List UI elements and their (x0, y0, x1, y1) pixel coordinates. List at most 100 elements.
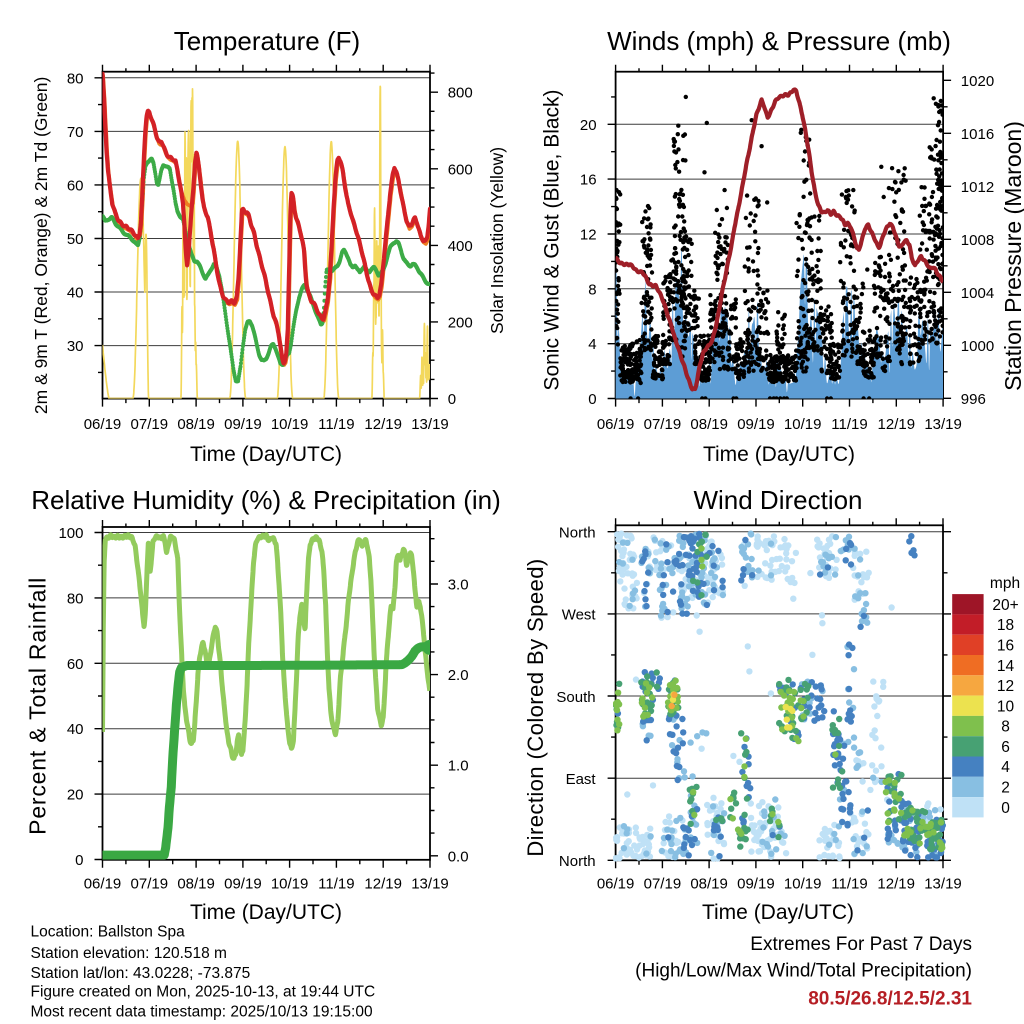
svg-text:8: 8 (588, 281, 596, 298)
svg-text:12: 12 (997, 678, 1014, 695)
svg-text:30: 30 (67, 338, 84, 355)
svg-text:11/19: 11/19 (831, 416, 867, 433)
svg-text:Station Pressure (Maroon): Station Pressure (Maroon) (1000, 121, 1024, 391)
svg-text:08/19: 08/19 (690, 876, 728, 893)
svg-text:12/19: 12/19 (364, 876, 402, 893)
svg-text:12/19: 12/19 (878, 416, 916, 433)
svg-text:1012: 1012 (961, 179, 994, 196)
svg-text:14: 14 (997, 658, 1015, 675)
svg-text:3.0: 3.0 (448, 577, 469, 594)
svg-text:Time (Day/UTC): Time (Day/UTC) (190, 443, 342, 466)
svg-text:North: North (559, 853, 596, 870)
svg-text:13/19: 13/19 (924, 876, 962, 893)
svg-text:North: North (559, 525, 596, 542)
svg-text:0: 0 (75, 852, 83, 869)
svg-text:11/19: 11/19 (831, 876, 867, 893)
svg-text:mph: mph (990, 575, 1020, 592)
svg-text:2m & 9m T (Red, Orange) & 2m T: 2m & 9m T (Red, Orange) & 2m Td (Green) (31, 77, 51, 414)
svg-text:Direction (Colored By Speed): Direction (Colored By Speed) (523, 558, 548, 856)
svg-text:Time (Day/UTC): Time (Day/UTC) (702, 901, 854, 924)
svg-text:Percent & Total Rainfall: Percent & Total Rainfall (25, 577, 51, 835)
svg-text:40: 40 (67, 721, 84, 738)
svg-text:4: 4 (588, 336, 596, 353)
svg-text:2.0: 2.0 (448, 667, 469, 684)
svg-text:100: 100 (58, 525, 83, 542)
svg-text:Most recent data timestamp: 20: Most recent data timestamp: 2025/10/13 1… (31, 1004, 373, 1021)
svg-text:10/19: 10/19 (784, 876, 822, 893)
svg-text:06/19: 06/19 (597, 876, 635, 893)
svg-text:Winds (mph) & Pressure (mb): Winds (mph) & Pressure (mb) (607, 26, 951, 56)
svg-text:1008: 1008 (961, 232, 994, 249)
svg-text:2: 2 (1001, 780, 1010, 797)
svg-text:07/19: 07/19 (131, 876, 169, 893)
svg-text:East: East (566, 771, 597, 788)
svg-text:(High/Low/Max Wind/Total Preci: (High/Low/Max Wind/Total Precipitation) (635, 961, 972, 982)
svg-text:1004: 1004 (961, 285, 994, 302)
svg-text:6: 6 (1001, 739, 1010, 756)
svg-text:South: South (556, 689, 595, 706)
svg-text:09/19: 09/19 (737, 416, 775, 433)
svg-text:09/19: 09/19 (224, 876, 262, 893)
svg-text:1.0: 1.0 (448, 758, 469, 775)
svg-text:800: 800 (448, 85, 473, 102)
svg-text:10/19: 10/19 (271, 416, 309, 433)
svg-text:Time (Day/UTC): Time (Day/UTC) (703, 443, 855, 466)
svg-text:80.5/26.8/12.5/2.31: 80.5/26.8/12.5/2.31 (808, 989, 972, 1010)
svg-text:09/19: 09/19 (737, 876, 775, 893)
svg-text:10/19: 10/19 (271, 876, 309, 893)
svg-text:06/19: 06/19 (84, 416, 122, 433)
svg-text:08/19: 08/19 (690, 416, 728, 433)
svg-text:0: 0 (1001, 800, 1010, 817)
svg-text:8: 8 (1001, 719, 1010, 736)
svg-text:11/19: 11/19 (318, 876, 354, 893)
svg-text:10/19: 10/19 (784, 416, 822, 433)
svg-text:Station lat/lon: 43.0228; -73.: Station lat/lon: 43.0228; -73.875 (31, 965, 251, 982)
svg-text:60: 60 (67, 656, 84, 673)
svg-text:80: 80 (67, 70, 84, 87)
svg-text:600: 600 (448, 161, 473, 178)
svg-text:4: 4 (1001, 759, 1010, 776)
svg-text:70: 70 (67, 124, 84, 141)
svg-text:12/19: 12/19 (877, 876, 915, 893)
svg-text:08/19: 08/19 (177, 416, 215, 433)
svg-text:06/19: 06/19 (597, 416, 635, 433)
svg-text:06/19: 06/19 (84, 876, 122, 893)
svg-text:20+: 20+ (992, 597, 1018, 614)
svg-text:1020: 1020 (961, 73, 994, 90)
svg-text:996: 996 (961, 391, 986, 408)
svg-text:Extremes For Past 7 Days: Extremes For Past 7 Days (750, 934, 972, 955)
svg-text:60: 60 (67, 177, 84, 194)
svg-text:West: West (562, 607, 597, 624)
svg-text:13/19: 13/19 (411, 876, 449, 893)
svg-text:400: 400 (448, 238, 473, 255)
svg-text:16: 16 (997, 638, 1014, 655)
svg-text:11/19: 11/19 (318, 416, 354, 433)
svg-text:Temperature (F): Temperature (F) (174, 26, 360, 56)
svg-text:0: 0 (448, 391, 456, 408)
svg-text:12: 12 (580, 227, 597, 244)
svg-text:09/19: 09/19 (224, 416, 262, 433)
svg-text:1016: 1016 (961, 126, 994, 143)
svg-text:12/19: 12/19 (364, 416, 402, 433)
svg-text:50: 50 (67, 231, 84, 248)
svg-text:0: 0 (588, 391, 596, 408)
svg-text:13/19: 13/19 (924, 416, 962, 433)
svg-text:Time (Day/UTC): Time (Day/UTC) (190, 901, 342, 924)
svg-text:Figure created on Mon, 2025-10: Figure created on Mon, 2025-10-13, at 19… (31, 984, 376, 1001)
svg-text:Sonic Wind & Gust (Blue, Black: Sonic Wind & Gust (Blue, Black) (541, 89, 564, 390)
svg-text:08/19: 08/19 (177, 876, 215, 893)
svg-text:Station elevation: 120.518 m: Station elevation: 120.518 m (31, 945, 227, 962)
svg-text:Relative Humidity (%) & Precip: Relative Humidity (%) & Precipitation (i… (31, 485, 501, 515)
svg-text:1000: 1000 (961, 338, 994, 355)
svg-text:40: 40 (67, 285, 84, 302)
svg-text:20: 20 (580, 117, 597, 134)
svg-text:18: 18 (997, 617, 1014, 634)
svg-text:20: 20 (67, 787, 84, 804)
svg-text:13/19: 13/19 (411, 416, 449, 433)
svg-text:10: 10 (997, 698, 1015, 715)
svg-text:80: 80 (67, 590, 84, 607)
svg-text:07/19: 07/19 (644, 416, 682, 433)
svg-text:200: 200 (448, 314, 473, 331)
svg-text:07/19: 07/19 (644, 876, 682, 893)
svg-text:0.0: 0.0 (448, 848, 469, 865)
